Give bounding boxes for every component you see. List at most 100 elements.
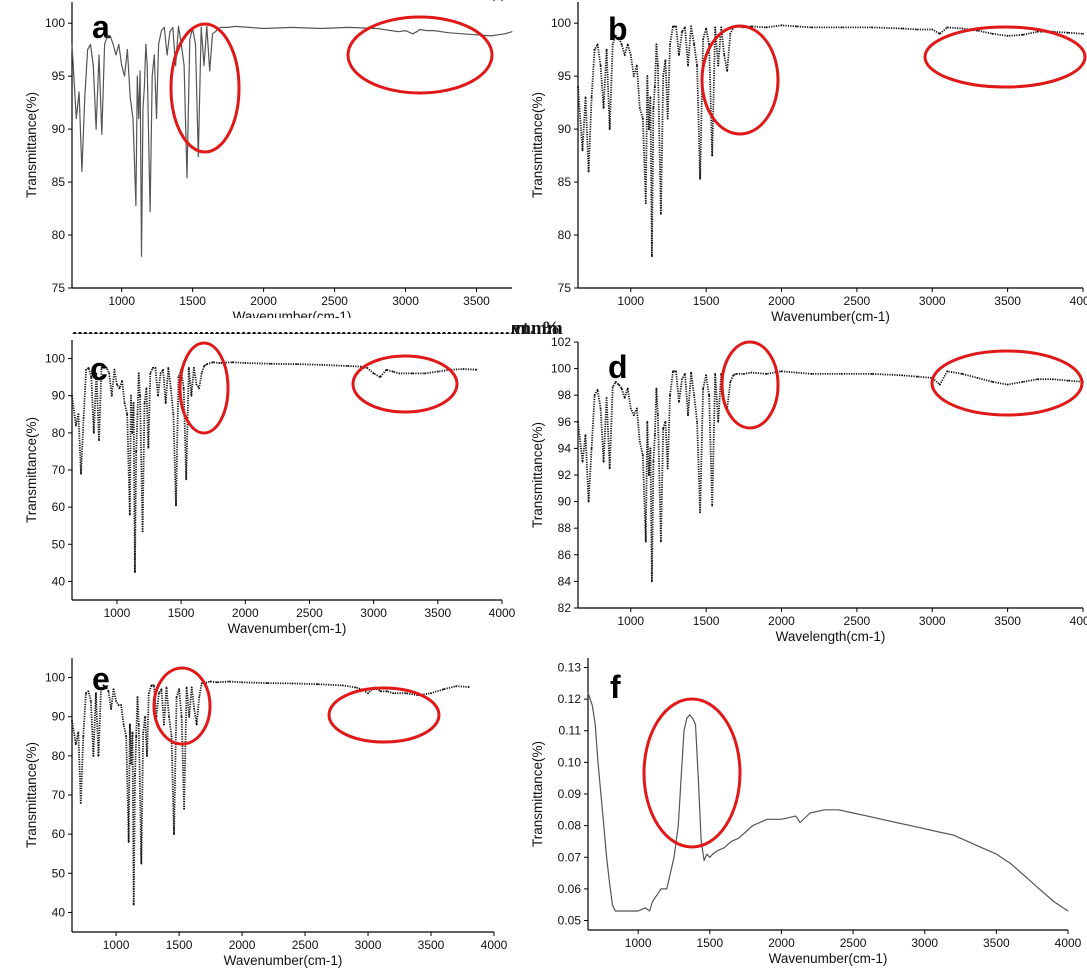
data-point [266,682,269,684]
data-point [780,370,783,373]
data-point [109,35,111,37]
data-point [214,31,216,33]
data-point [590,96,593,99]
data-point [295,363,298,366]
x-tick-label: 1500 [696,936,723,950]
data-point [632,75,635,78]
spectrum-line [577,24,1084,258]
data-point [123,402,126,405]
data-point [866,815,868,817]
data-point [652,460,655,463]
y-tick-label: 40 [52,905,66,919]
data-point [139,70,141,72]
data-point [467,686,470,688]
data-point [614,381,617,383]
data-point [200,26,202,28]
data-point [139,394,141,397]
data-point [354,686,357,689]
data-point [106,35,108,37]
data-point [660,212,662,215]
data-point [159,372,162,375]
data-point [121,379,123,382]
data-point [596,388,599,391]
data-point [706,853,708,855]
data-point [193,707,196,710]
data-point [426,30,428,32]
data-point [614,910,616,912]
data-point [976,377,979,379]
data-point [87,49,89,51]
data-point [411,372,414,375]
data-point [436,370,439,373]
data-point [594,723,596,725]
stray-caption-text: vt. % [512,318,562,339]
data-point [131,731,134,734]
data-point [600,793,602,795]
data-point [693,43,695,46]
data-point [185,686,188,689]
data-point [745,831,747,833]
data-point [108,372,111,375]
y-tick-label: 0.09 [558,787,582,801]
y-axis-label: Transmittance(%) [24,742,39,848]
data-point [750,371,753,374]
data-point [641,454,644,456]
x-tick-label: 2000 [768,614,795,628]
highlight-ellipse [351,354,459,414]
data-point [116,383,118,386]
x-axis-label: Wavenumber(cm-1) [224,953,343,968]
data-point [132,402,135,405]
data-point [162,368,165,371]
y-tick-label: 88 [558,521,572,535]
data-point [681,378,683,381]
data-point [590,447,593,450]
data-point [131,431,134,434]
data-point [118,387,121,390]
data-point [404,692,407,695]
x-tick-label: 1000 [104,606,131,620]
y-tick-label: 100 [551,362,571,376]
x-tick-label: 3500 [424,606,451,620]
panel-letter: e [92,661,110,697]
data-point [660,888,662,890]
x-tick-label: 3000 [911,936,938,950]
data-point [71,394,73,397]
x-tick-label: 3000 [919,614,946,628]
data-point [291,26,293,28]
data-point [795,25,798,28]
data-point [705,27,708,30]
x-tick-label: 2500 [840,936,867,950]
data-point [146,65,148,67]
data-point [1006,34,1009,37]
data-point [635,407,638,410]
data-point [92,65,94,67]
panel-letter: b [608,11,628,47]
data-point [605,396,608,399]
data-point [392,692,395,695]
data-point [110,394,113,397]
data-point [319,27,321,29]
x-tick-label: 2500 [292,938,319,952]
data-point [655,387,658,390]
data-point [630,910,632,912]
x-axis-label: Wavenumber(cm-1) [228,621,347,636]
data-point [620,43,623,46]
data-point [650,580,653,583]
data-point [145,43,147,45]
data-point [321,363,324,366]
data-point [871,373,873,375]
data-point [938,831,940,833]
data-point [142,731,145,734]
data-point [617,383,620,386]
data-point [617,37,620,39]
data-point [347,365,349,367]
data-point [687,64,689,67]
data-point [386,690,388,693]
data-point [603,825,605,827]
data-point [683,730,685,732]
y-tick-label: 84 [558,574,572,588]
y-tick-label: 50 [52,866,66,880]
data-point [198,387,200,390]
data-point [372,372,375,375]
data-point [605,48,608,51]
